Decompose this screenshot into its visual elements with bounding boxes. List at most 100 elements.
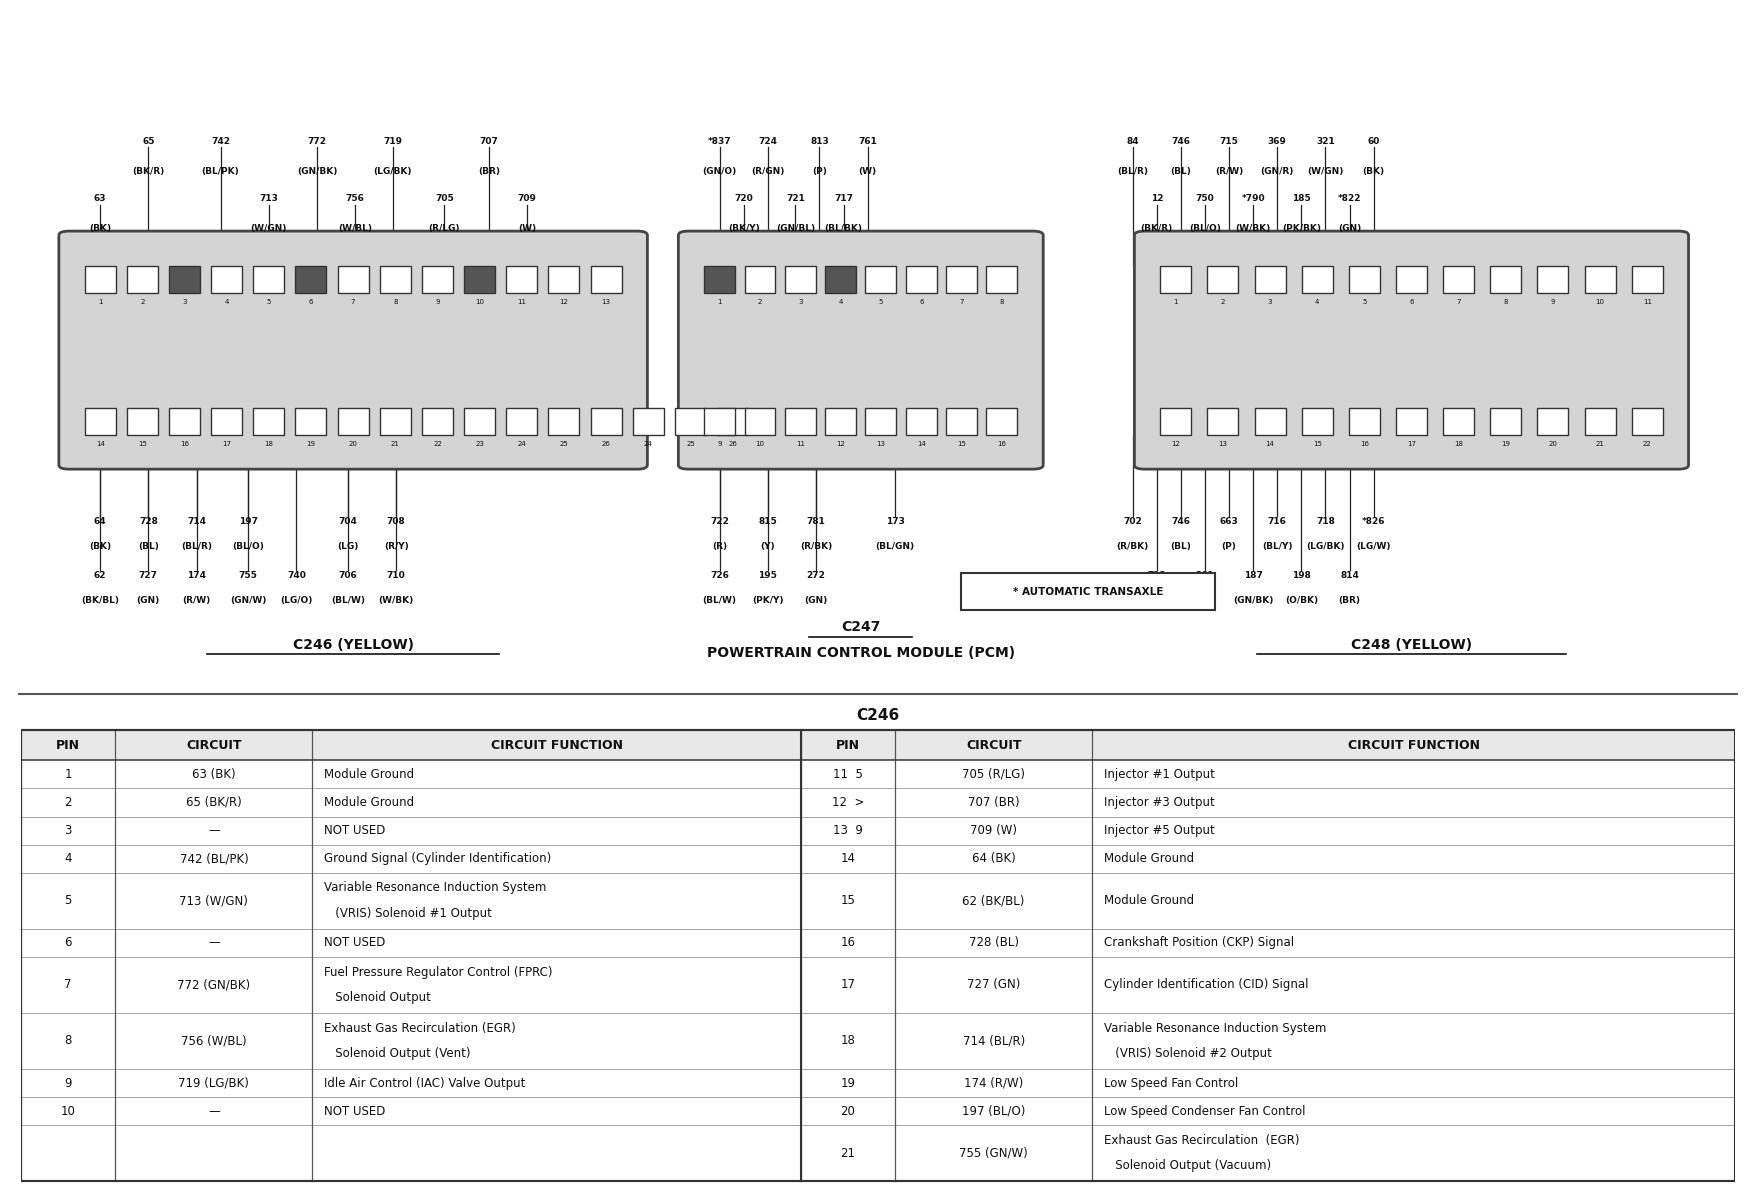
- Text: (W/BK): (W/BK): [379, 596, 414, 604]
- Bar: [211, 408, 242, 435]
- Text: (W): (W): [1195, 596, 1213, 604]
- Bar: [744, 408, 776, 435]
- Bar: [379, 266, 411, 292]
- Text: 772 (GN/BK): 772 (GN/BK): [177, 978, 251, 991]
- Text: 9: 9: [1550, 299, 1555, 305]
- Text: (W/GN): (W/GN): [251, 224, 286, 233]
- FancyBboxPatch shape: [677, 231, 1042, 469]
- Bar: [421, 266, 453, 292]
- Text: NOT USED: NOT USED: [325, 936, 386, 949]
- Text: —: —: [207, 936, 219, 949]
- Bar: [590, 408, 621, 435]
- Text: Solenoid Output (Vacuum): Solenoid Output (Vacuum): [1104, 1160, 1271, 1172]
- Text: 174 (R/W): 174 (R/W): [963, 1076, 1023, 1089]
- Bar: [1490, 408, 1520, 435]
- Text: (GN/BK): (GN/BK): [297, 166, 337, 176]
- Text: 14: 14: [97, 442, 105, 448]
- Bar: [421, 408, 453, 435]
- Text: 3: 3: [1267, 299, 1272, 305]
- Text: 6: 6: [1409, 299, 1413, 305]
- Text: (GN/BK): (GN/BK): [1232, 596, 1272, 604]
- Text: Exhaust Gas Recirculation  (EGR): Exhaust Gas Recirculation (EGR): [1104, 1134, 1299, 1147]
- Text: (GN/W): (GN/W): [230, 596, 267, 604]
- Bar: [825, 266, 856, 292]
- Bar: [590, 266, 621, 292]
- Text: Cylinder Identification (CID) Signal: Cylinder Identification (CID) Signal: [1104, 978, 1307, 991]
- Text: (R/Y): (R/Y): [384, 541, 409, 551]
- Text: 742: 742: [211, 136, 230, 146]
- Text: 756: 756: [346, 194, 363, 203]
- Text: 18: 18: [841, 1034, 855, 1047]
- Bar: [1207, 408, 1237, 435]
- Text: (PK/BK): (PK/BK): [1281, 224, 1320, 233]
- Bar: [906, 266, 935, 292]
- Bar: [21, 730, 1734, 760]
- Text: 185: 185: [1292, 194, 1309, 203]
- Text: Injector #1 Output: Injector #1 Output: [1104, 768, 1214, 780]
- Text: (BR): (BR): [1337, 596, 1360, 604]
- Text: 187: 187: [1243, 571, 1262, 581]
- Text: (BL/O): (BL/O): [232, 541, 263, 551]
- Text: Module Ground: Module Ground: [325, 796, 414, 809]
- Bar: [906, 408, 935, 435]
- Text: 9: 9: [435, 299, 439, 305]
- Bar: [784, 408, 816, 435]
- Text: —: —: [207, 1105, 219, 1118]
- Bar: [1207, 266, 1237, 292]
- Text: 1: 1: [1172, 299, 1178, 305]
- Text: CIRCUIT FUNCTION: CIRCUIT FUNCTION: [490, 739, 623, 752]
- Bar: [1395, 408, 1427, 435]
- Text: Low Speed Fan Control: Low Speed Fan Control: [1104, 1076, 1237, 1089]
- Text: 721: 721: [786, 194, 804, 203]
- Text: (W/BL): (W/BL): [337, 224, 372, 233]
- Text: 713: 713: [260, 194, 277, 203]
- Text: 702: 702: [1123, 517, 1141, 527]
- Text: 18: 18: [265, 442, 274, 448]
- Text: 4: 4: [1314, 299, 1318, 305]
- Text: 11: 11: [518, 299, 526, 305]
- Bar: [253, 266, 284, 292]
- Text: 3: 3: [797, 299, 802, 305]
- Text: 719 (LG/BK): 719 (LG/BK): [179, 1076, 249, 1089]
- Text: (BL/BK): (BL/BK): [825, 224, 862, 233]
- Text: 704: 704: [339, 517, 358, 527]
- Text: (BL/W): (BL/W): [702, 596, 737, 604]
- Text: 174: 174: [188, 571, 205, 581]
- Text: 7: 7: [65, 978, 72, 991]
- FancyBboxPatch shape: [60, 231, 648, 469]
- Text: (VRIS) Solenoid #2 Output: (VRIS) Solenoid #2 Output: [1104, 1047, 1271, 1061]
- Text: 21: 21: [841, 1147, 855, 1160]
- Bar: [986, 266, 1016, 292]
- Text: 8: 8: [1502, 299, 1508, 305]
- Text: 65 (BK/R): 65 (BK/R): [186, 796, 242, 809]
- Text: 15: 15: [841, 894, 855, 907]
- Text: 746: 746: [1171, 136, 1190, 146]
- Bar: [84, 408, 116, 435]
- Text: 16: 16: [1358, 442, 1369, 448]
- Bar: [784, 266, 816, 292]
- Text: 62: 62: [93, 571, 107, 581]
- Text: 750: 750: [1195, 194, 1214, 203]
- Text: 707: 707: [479, 136, 498, 146]
- Text: 15: 15: [139, 442, 147, 448]
- Bar: [1253, 266, 1285, 292]
- Text: 6: 6: [918, 299, 923, 305]
- Text: 25: 25: [686, 442, 695, 448]
- Text: 11  5: 11 5: [832, 768, 862, 780]
- Text: (R/W): (R/W): [1214, 166, 1243, 176]
- Bar: [865, 408, 897, 435]
- Text: 7: 7: [958, 299, 963, 305]
- Text: 9: 9: [718, 442, 721, 448]
- Text: (BK/R): (BK/R): [1141, 224, 1172, 233]
- Text: (BL): (BL): [139, 541, 158, 551]
- Text: C248 (YELLOW): C248 (YELLOW): [1350, 638, 1471, 651]
- Text: C247: C247: [841, 620, 879, 634]
- Text: (LG/BK): (LG/BK): [374, 166, 412, 176]
- Text: 10: 10: [476, 299, 484, 305]
- Bar: [1160, 266, 1190, 292]
- Text: (GN): (GN): [804, 596, 827, 604]
- Text: Variable Resonance Induction System: Variable Resonance Induction System: [325, 881, 546, 894]
- Text: 14: 14: [916, 442, 925, 448]
- Text: 2: 2: [140, 299, 144, 305]
- Text: (BL): (BL): [1171, 166, 1190, 176]
